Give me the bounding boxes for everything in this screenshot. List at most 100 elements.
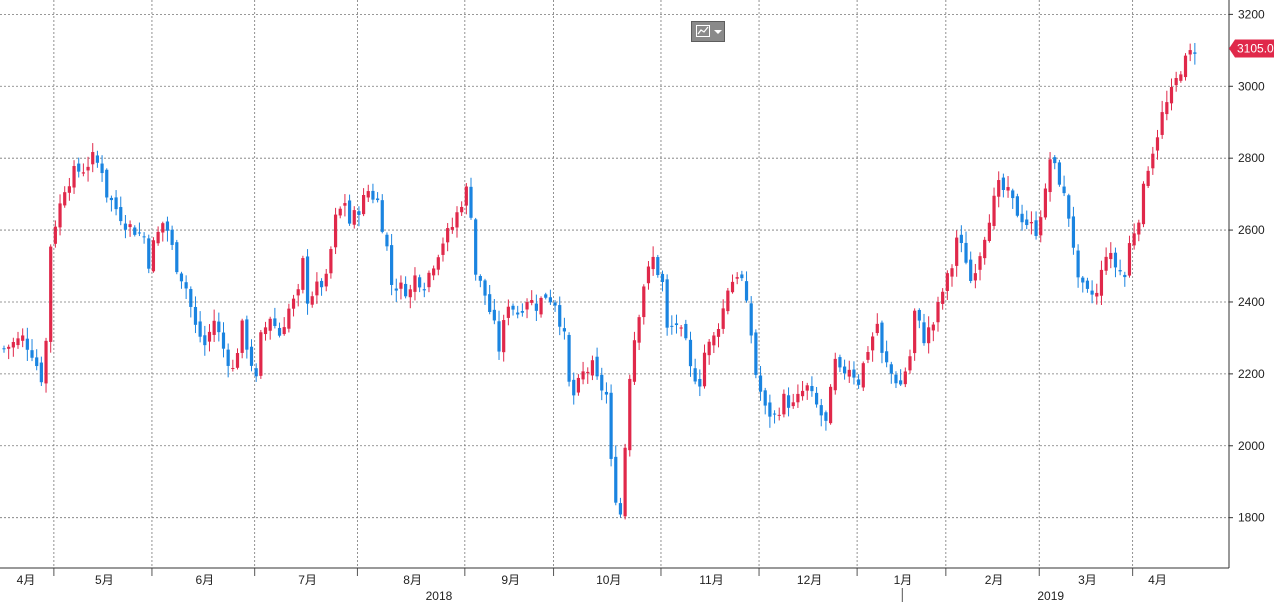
candle xyxy=(637,314,641,351)
candle xyxy=(179,271,184,289)
candle xyxy=(231,359,235,372)
candle xyxy=(310,291,314,308)
candle xyxy=(427,270,431,293)
candle xyxy=(712,332,716,354)
candle xyxy=(857,374,861,389)
candle xyxy=(590,355,595,381)
x-tick-label: 10月 xyxy=(596,573,621,587)
candle xyxy=(843,359,847,380)
candle xyxy=(618,497,623,518)
line-chart-icon xyxy=(696,25,710,37)
candle xyxy=(221,322,226,358)
candle xyxy=(184,275,188,300)
candle xyxy=(240,318,244,359)
candle xyxy=(474,217,478,281)
candle xyxy=(1174,71,1178,92)
candle xyxy=(847,360,851,383)
candle xyxy=(81,163,85,177)
candle xyxy=(604,382,609,404)
candle xyxy=(329,246,333,279)
candle xyxy=(254,363,258,382)
candle xyxy=(1020,204,1024,231)
candle xyxy=(885,340,889,368)
candle xyxy=(455,206,459,238)
candle xyxy=(338,206,342,219)
candle xyxy=(1146,166,1150,189)
candle xyxy=(553,300,557,312)
candle xyxy=(768,394,772,428)
candle xyxy=(21,328,25,348)
x-tick-label: 1月 xyxy=(894,573,913,587)
candle xyxy=(1006,176,1010,198)
candle xyxy=(44,337,48,393)
candle xyxy=(646,261,651,290)
candle xyxy=(1160,100,1164,139)
candle xyxy=(777,407,781,421)
candle xyxy=(147,234,151,274)
candle xyxy=(408,284,412,309)
candle xyxy=(1151,146,1155,175)
candle xyxy=(366,184,370,203)
candle xyxy=(726,287,730,315)
candle xyxy=(791,393,795,409)
candle xyxy=(684,319,688,341)
candle xyxy=(11,337,15,357)
candle xyxy=(782,389,786,418)
candle xyxy=(688,331,693,377)
candle xyxy=(1099,260,1104,305)
x-tick-label: 3月 xyxy=(1078,573,1097,587)
candle xyxy=(913,308,917,361)
candle xyxy=(333,207,338,255)
candle xyxy=(558,296,562,336)
candle xyxy=(740,270,744,282)
candle xyxy=(119,196,123,226)
candle xyxy=(296,283,300,307)
candle xyxy=(1113,247,1118,278)
candle xyxy=(464,183,468,215)
candle xyxy=(889,361,893,384)
candle xyxy=(35,349,39,371)
candle xyxy=(749,296,753,344)
candle xyxy=(361,188,366,217)
candle xyxy=(165,216,170,242)
candle xyxy=(39,356,43,386)
candle xyxy=(347,194,352,226)
candle xyxy=(469,177,473,220)
candle xyxy=(418,274,422,293)
candle xyxy=(908,349,912,374)
candle xyxy=(67,177,71,201)
candle xyxy=(730,274,735,294)
x-tick-label: 4月 xyxy=(17,573,36,587)
x-tick-label: 4月 xyxy=(1148,573,1167,587)
candle xyxy=(562,317,566,340)
y-tick-label: 1800 xyxy=(1238,511,1265,525)
candle xyxy=(1011,188,1015,209)
candle xyxy=(1188,43,1192,62)
candle xyxy=(1034,211,1038,240)
candle xyxy=(189,286,193,318)
candle xyxy=(698,369,702,397)
candle xyxy=(53,220,57,248)
candle xyxy=(819,398,823,427)
candle xyxy=(235,348,240,370)
candle xyxy=(614,445,618,506)
candle xyxy=(77,157,81,178)
candle xyxy=(511,303,515,316)
candle xyxy=(287,303,291,333)
y-tick-label: 2600 xyxy=(1238,223,1265,237)
candle xyxy=(674,314,679,334)
candle xyxy=(983,236,987,265)
candle xyxy=(642,284,646,325)
candle xyxy=(894,371,898,389)
candle xyxy=(371,183,375,204)
candle xyxy=(137,222,142,237)
candle xyxy=(936,296,940,332)
candle xyxy=(824,410,828,431)
candle xyxy=(670,315,674,335)
candle xyxy=(1137,219,1141,242)
candle xyxy=(525,298,529,319)
candle xyxy=(567,332,571,387)
chart-type-button[interactable] xyxy=(691,21,725,42)
y-tick-label: 2200 xyxy=(1238,367,1265,381)
candle xyxy=(63,186,67,208)
